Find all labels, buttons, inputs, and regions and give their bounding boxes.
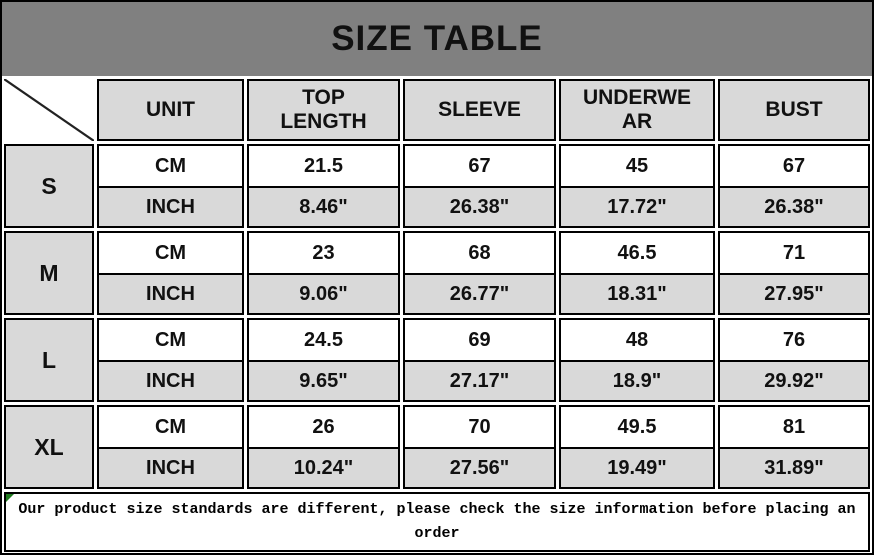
measurement-cell: 81 — [718, 405, 870, 447]
measurement-cell: 68 — [403, 231, 556, 273]
column-header-bust: BUST — [718, 79, 870, 141]
measurement-cell: 26.38" — [718, 186, 870, 228]
measurement-cell: 27.17" — [403, 360, 556, 402]
measurement-cell: 49.5 — [559, 405, 715, 447]
size-label: S — [4, 144, 94, 228]
measurement-cell: 23 — [247, 231, 400, 273]
measurement-cell: 24.5 — [247, 318, 400, 360]
measurement-cell: 46.5 — [559, 231, 715, 273]
measurement-cell: 27.56" — [403, 447, 556, 489]
measurement-cell: 26.38" — [403, 186, 556, 228]
measurement-cell: 76 — [718, 318, 870, 360]
size-group-m: M CM 23 68 46.5 71 INCH 9.06" 26.77" 18.31" 27.95" — [4, 231, 870, 315]
size-group-l: L CM 24.5 69 48 76 INCH 9.65" 27.17" 18.9" 29.92" — [4, 318, 870, 402]
measurement-cell: 19.49" — [559, 447, 715, 489]
measurement-cell: 71 — [718, 231, 870, 273]
column-header-unit: UNIT — [97, 79, 244, 141]
unit-cell: CM — [97, 405, 244, 447]
unit-cell: INCH — [97, 360, 244, 402]
unit-cell: INCH — [97, 447, 244, 489]
unit-cell: CM — [97, 231, 244, 273]
diagonal-header-cell — [4, 79, 94, 141]
measurement-cell: 29.92" — [718, 360, 870, 402]
footer-note-text: Our product size standards are different… — [18, 501, 856, 542]
size-label: XL — [4, 405, 94, 489]
size-rows-container: S CM 21.5 67 45 67 INCH 8.46" 26.38" 17.72" 26.38"… — [4, 144, 870, 489]
measurement-cell: 67 — [403, 144, 556, 186]
measurement-cell: 70 — [403, 405, 556, 447]
unit-cell: INCH — [97, 186, 244, 228]
page-title: SIZE TABLE — [331, 19, 543, 58]
measurement-cell: 9.65" — [247, 360, 400, 402]
measurement-cell: 17.72" — [559, 186, 715, 228]
column-header-top-length: TOP LENGTH — [247, 79, 400, 141]
measurement-cell: 21.5 — [247, 144, 400, 186]
measurement-cell: 67 — [718, 144, 870, 186]
size-group-xl: XL CM 26 70 49.5 81 INCH 10.24" 27.56" 19.49" 31.8… — [4, 405, 870, 489]
size-group-s: S CM 21.5 67 45 67 INCH 8.46" 26.38" 17.72" 26.38" — [4, 144, 870, 228]
unit-cell: INCH — [97, 273, 244, 315]
unit-cell: CM — [97, 318, 244, 360]
measurement-cell: 69 — [403, 318, 556, 360]
measurement-cell: 8.46" — [247, 186, 400, 228]
measurement-cell: 48 — [559, 318, 715, 360]
measurement-cell: 18.31" — [559, 273, 715, 315]
column-header-underwear: UNDERWEAR — [559, 79, 715, 141]
measurement-cell: 31.89" — [718, 447, 870, 489]
measurement-cell: 10.24" — [247, 447, 400, 489]
size-label: M — [4, 231, 94, 315]
measurement-cell: 27.95" — [718, 273, 870, 315]
footer-note-box: Our product size standards are different… — [4, 492, 870, 552]
title-bar: SIZE TABLE — [2, 2, 872, 76]
unit-cell: CM — [97, 144, 244, 186]
measurement-cell: 26.77" — [403, 273, 556, 315]
measurement-cell: 45 — [559, 144, 715, 186]
measurement-cell: 9.06" — [247, 273, 400, 315]
diagonal-line-icon — [4, 79, 94, 141]
column-header-sleeve: SLEEVE — [403, 79, 556, 141]
size-label: L — [4, 318, 94, 402]
cell-comment-marker-icon — [6, 494, 14, 502]
measurement-cell: 18.9" — [559, 360, 715, 402]
table-header-row: UNIT TOP LENGTH SLEEVE UNDERWEAR BUST — [4, 79, 870, 141]
measurement-cell: 26 — [247, 405, 400, 447]
